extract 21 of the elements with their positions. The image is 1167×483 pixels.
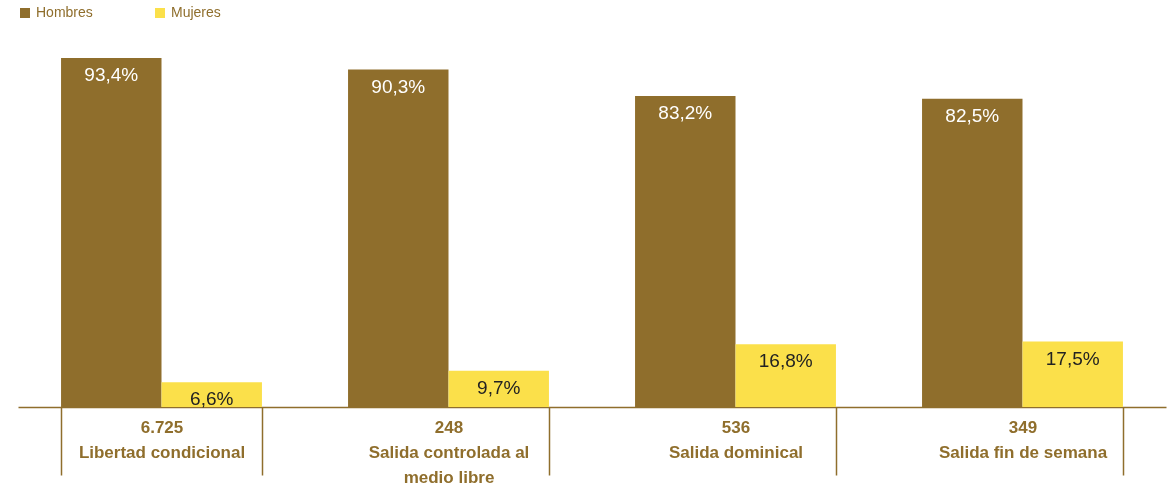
data-label: 16,8% [758,350,813,372]
data-label: 83,2% [658,102,713,124]
x-tick-label: Salida fin de semana [938,442,1108,462]
x-tick-label: Salida dominical [668,442,804,462]
data-label: 9,7% [477,376,521,398]
text: 536 [721,417,751,437]
text: 6.725 [140,417,184,437]
legend-label: Mujeres [171,4,221,20]
bar [448,370,549,407]
text: 349 [1008,417,1038,437]
data-label: 82,5% [945,104,1000,126]
legend-label: Hombres [36,4,93,20]
data-label: 17,5% [1045,347,1100,369]
x-tick-label: Salida controlada al medio libre [368,442,530,483]
bar [1022,341,1123,407]
data-label: 93,4% [84,64,139,85]
text: 248 [434,417,464,437]
data-label: 90,3% [371,75,426,97]
bar [735,344,836,407]
data-label: 6,6% [190,388,234,410]
x-tick-label: Libertad condicional [78,442,246,462]
